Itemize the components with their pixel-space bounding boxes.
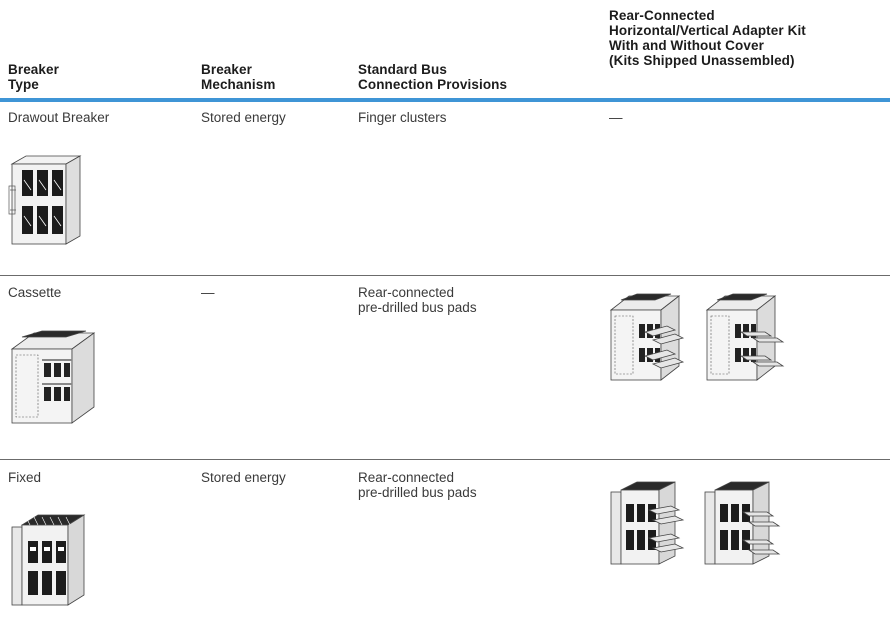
row-divider	[0, 459, 890, 460]
cassette-icon	[10, 330, 96, 424]
header-line: Connection Provisions	[358, 77, 508, 92]
cassette-adapter-kit-icon	[609, 293, 785, 381]
row2-bus: Rear-connected pre-drilled bus pads	[358, 285, 477, 315]
row2-type: Cassette	[8, 285, 62, 300]
header-line: Type	[8, 77, 39, 92]
row2-mechanism: —	[201, 285, 215, 300]
header-breaker-type: Breaker Type	[8, 62, 59, 92]
header-line: Horizontal/Vertical Adapter Kit	[609, 23, 806, 38]
header-breaker-mechanism: Breaker Mechanism	[201, 62, 275, 92]
row-divider	[0, 275, 890, 276]
fixed-adapter-kit-drawings	[609, 480, 799, 576]
header-line: Standard Bus	[358, 62, 447, 77]
fixed-breaker-icon	[11, 514, 86, 606]
row1-kit: —	[609, 110, 623, 125]
row1-mechanism: Stored energy	[201, 110, 286, 125]
header-line: With and Without Cover	[609, 38, 764, 53]
row3-mechanism: Stored energy	[201, 470, 286, 485]
drawout-breaker-drawing	[8, 150, 84, 250]
row3-bus: Rear-connected pre-drilled bus pads	[358, 470, 477, 500]
cassette-adapter-kit-drawings	[609, 290, 799, 390]
header-line: Mechanism	[201, 77, 276, 92]
row1-bus: Finger clusters	[358, 110, 447, 125]
drawout-breaker-icon	[8, 155, 82, 245]
header-line: Breaker	[8, 62, 59, 77]
cassette-drawing	[8, 327, 98, 427]
header-bus-connection: Standard Bus Connection Provisions	[358, 62, 507, 92]
fixed-adapter-kit-icon	[610, 481, 781, 565]
row3-type: Fixed	[8, 470, 42, 485]
header-line: Breaker	[201, 62, 252, 77]
row1-type: Drawout Breaker	[8, 110, 110, 125]
fixed-breaker-drawing	[8, 513, 88, 609]
header-divider	[0, 98, 890, 102]
header-line: Rear-Connected	[609, 8, 715, 23]
header-line: (Kits Shipped Unassembled)	[609, 53, 795, 68]
header-adapter-kit: Rear-Connected Horizontal/Vertical Adapt…	[609, 8, 806, 68]
